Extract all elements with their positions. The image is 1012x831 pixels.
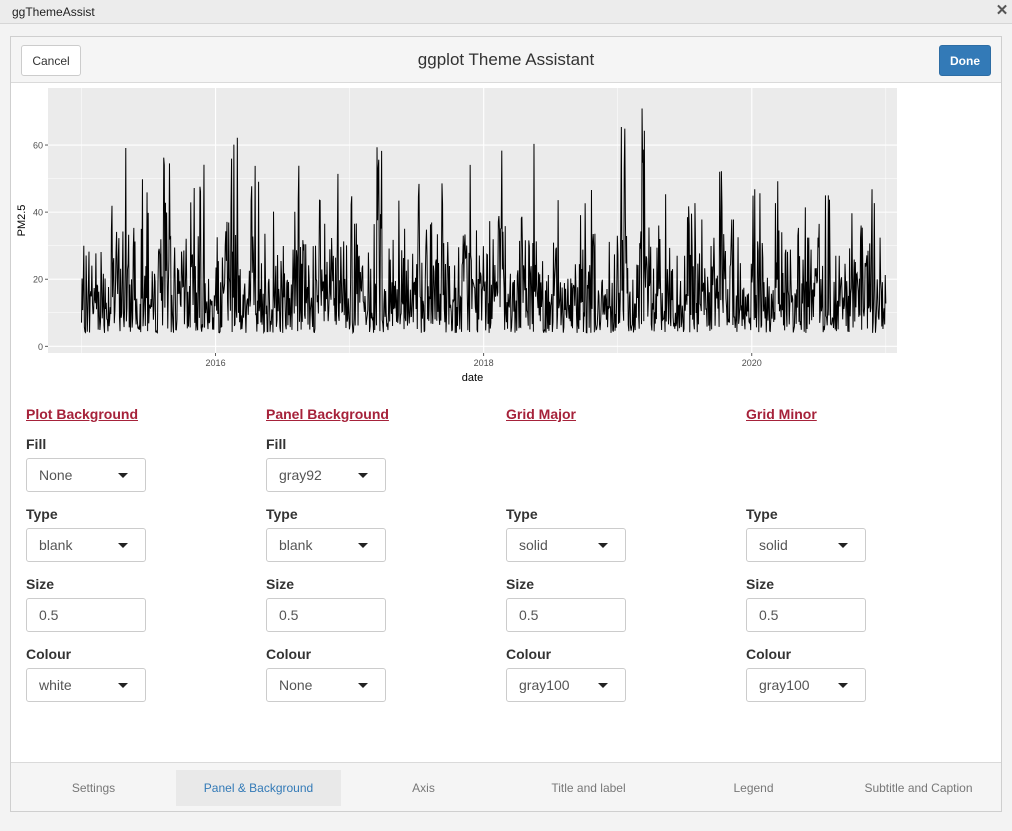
y-tick-label: 0: [38, 342, 43, 352]
x-tick-label: 2020: [742, 358, 762, 368]
section-grid-major: Grid Major Type solid Size 0.5 Colour gr…: [506, 406, 726, 702]
y-tick-label: 40: [33, 208, 43, 218]
panel-bg-size-label: Size: [266, 576, 295, 592]
y-axis-title: PM2.5: [16, 205, 28, 237]
grid-minor-size-value: 0.5: [759, 607, 779, 623]
grid-major-colour-select[interactable]: gray100: [506, 668, 626, 702]
grid-minor-type-select[interactable]: solid: [746, 528, 866, 562]
caret-down-icon: [358, 543, 368, 548]
panel-bg-fill-select[interactable]: gray92: [266, 458, 386, 492]
grid-minor-colour-value: gray100: [759, 677, 810, 693]
done-button[interactable]: Done: [939, 45, 991, 76]
grid-major-type-label: Type: [506, 506, 538, 522]
caret-down-icon: [118, 543, 128, 548]
plot-bg-colour-select[interactable]: white: [26, 668, 146, 702]
panel-bg-fill-value: gray92: [279, 467, 322, 483]
section-title-panel-background: Panel Background: [266, 406, 389, 422]
page-title: ggplot Theme Assistant: [417, 50, 595, 69]
grid-major-colour-value: gray100: [519, 677, 570, 693]
theme-assistant-panel: Cancel ggplot Theme Assistant Done 0 20 40…: [10, 36, 1002, 812]
plot-bg-colour-value: white: [39, 677, 72, 693]
x-axis-title: date: [462, 372, 483, 384]
section-plot-background: Plot Background Fill None Type blank Siz…: [26, 406, 246, 702]
grid-major-size-value: 0.5: [519, 607, 539, 623]
window-titlebar: ggThemeAssist ✕: [0, 0, 1012, 24]
tab-title-and-label[interactable]: Title and label: [551, 781, 626, 795]
panel-bg-colour-label: Colour: [266, 646, 312, 662]
grid-minor-colour-select[interactable]: gray100: [746, 668, 866, 702]
pm25-series-line: [81, 108, 887, 335]
x-axis: 2016 2018 2020: [206, 353, 762, 368]
section-grid-minor: Grid Minor Type solid Size 0.5 Colour gr…: [746, 406, 966, 702]
plot-bg-type-label: Type: [26, 506, 58, 522]
x-tick-label: 2018: [474, 358, 494, 368]
plot-bg-size-label: Size: [26, 576, 55, 592]
grid-major-type-select[interactable]: solid: [506, 528, 626, 562]
window-title: ggThemeAssist: [12, 5, 95, 19]
y-axis: 0 20 40 60: [33, 141, 48, 352]
grid-minor-type-value: solid: [759, 537, 788, 553]
plot-bg-type-select[interactable]: blank: [26, 528, 146, 562]
caret-down-icon: [358, 683, 368, 688]
caret-down-icon: [118, 473, 128, 478]
caret-down-icon: [838, 683, 848, 688]
panel-bg-type-label: Type: [266, 506, 298, 522]
tab-settings[interactable]: Settings: [71, 781, 116, 795]
pm25-line-chart: 0 20 40 60 2016 2018 2020 date PM2.5: [16, 88, 897, 384]
section-panel-background: Panel Background Fill gray92 Type blank …: [266, 406, 486, 702]
grid-minor-type-label: Type: [746, 506, 778, 522]
caret-down-icon: [118, 683, 128, 688]
grid-minor-colour-label: Colour: [746, 646, 792, 662]
grid-major-type-value: solid: [519, 537, 548, 553]
grid-minor-size-input[interactable]: 0.5: [746, 598, 866, 632]
plot-bg-fill-select[interactable]: None: [26, 458, 146, 492]
plot-bg-type-value: blank: [39, 537, 73, 553]
y-tick-label: 60: [33, 141, 43, 151]
tab-axis[interactable]: Axis: [412, 781, 435, 795]
panel-bg-type-select[interactable]: blank: [266, 528, 386, 562]
cancel-button[interactable]: Cancel: [21, 45, 81, 76]
grid-major-colour-label: Colour: [506, 646, 552, 662]
plot-bg-size-input[interactable]: 0.5: [26, 598, 146, 632]
panel-bg-colour-value: None: [279, 677, 313, 693]
caret-down-icon: [358, 473, 368, 478]
x-tick-label: 2016: [206, 358, 226, 368]
tab-legend[interactable]: Legend: [733, 781, 774, 795]
y-tick-label: 20: [33, 275, 43, 285]
tab-bar: Settings Panel & Background Axis Title a…: [11, 762, 1001, 811]
plot-bg-fill-label: Fill: [26, 436, 47, 452]
toolbar: Cancel ggplot Theme Assistant Done: [11, 37, 1001, 83]
panel-bg-type-value: blank: [279, 537, 313, 553]
panel-bg-size-value: 0.5: [279, 607, 299, 623]
plot-bg-colour-label: Colour: [26, 646, 72, 662]
panel-bg-colour-select[interactable]: None: [266, 668, 386, 702]
grid-major-size-input[interactable]: 0.5: [506, 598, 626, 632]
tab-panel-background[interactable]: Panel & Background: [176, 770, 341, 806]
section-title-grid-major: Grid Major: [506, 406, 577, 422]
close-icon[interactable]: ✕: [995, 2, 1009, 19]
tab-subtitle-and-caption[interactable]: Subtitle and Caption: [864, 781, 973, 795]
caret-down-icon: [598, 683, 608, 688]
section-title-grid-minor: Grid Minor: [746, 406, 817, 422]
caret-down-icon: [598, 543, 608, 548]
grid-minor-size-label: Size: [746, 576, 775, 592]
plot-bg-fill-value: None: [39, 467, 73, 483]
grid-major-size-label: Size: [506, 576, 535, 592]
panel-bg-fill-label: Fill: [266, 436, 287, 452]
plot-bg-size-value: 0.5: [39, 607, 59, 623]
section-title-plot-background: Plot Background: [26, 406, 139, 422]
panel-bg-size-input[interactable]: 0.5: [266, 598, 386, 632]
caret-down-icon: [838, 543, 848, 548]
